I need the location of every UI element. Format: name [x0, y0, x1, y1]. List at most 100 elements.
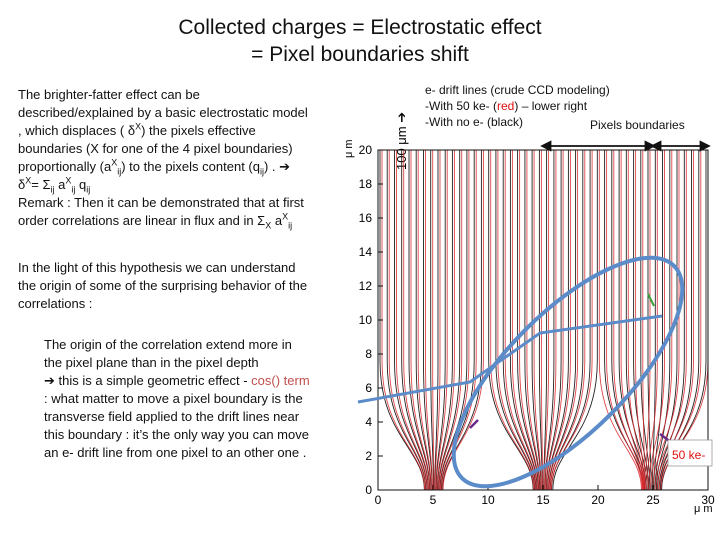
drift-line-black — [657, 150, 685, 491]
p1-line: proportionally (a — [18, 159, 112, 174]
highlight-ellipse — [451, 255, 685, 489]
drift-line-red — [660, 150, 709, 491]
plot-annotation: e- drift lines (crude CCD modeling) -Wit… — [425, 82, 610, 130]
x-tick-label: 0 — [375, 493, 382, 507]
drift-line-red — [437, 150, 455, 491]
p1-line: order correlations are linear in flux an… — [18, 213, 266, 228]
x-tick-label: 10 — [481, 493, 495, 507]
p1-sup: X — [135, 121, 142, 132]
p1-sub: ij — [86, 184, 91, 195]
p1-formula: δ — [18, 177, 26, 192]
drift-line-black — [661, 150, 707, 491]
drift-line-red — [627, 150, 645, 491]
drift-line-black — [654, 150, 671, 491]
x-tick-label: 30 — [701, 493, 715, 507]
p1-line: ) to the pixels content (q — [121, 159, 260, 174]
drift-line-red — [425, 150, 433, 491]
drift-line-black — [538, 150, 543, 491]
drift-line-red — [434, 150, 441, 491]
drift-line-red — [526, 150, 541, 491]
y-tick-label: 8 — [365, 347, 372, 361]
drift-line-red — [646, 150, 658, 491]
drift-line-red — [543, 150, 550, 491]
x-axis-ticks: 0 5 10 15 20 25 30 — [375, 485, 715, 507]
drift-line-red — [432, 150, 435, 491]
drift-line-red — [388, 150, 427, 491]
label-50ke: 50 ke- — [672, 448, 705, 462]
p1-formula: = Σ — [31, 177, 51, 192]
p3-line: : what matter to move a pixel boundary i… — [44, 391, 303, 406]
y-axis-unit: μ m — [343, 139, 355, 158]
p3-line: transverse field applied to the drift li… — [44, 409, 300, 424]
x-tick-label: 25 — [646, 493, 660, 507]
drift-line-red — [546, 150, 564, 491]
y-axis-ticks: 0 2 4 6 8 10 12 14 16 18 20 — [359, 143, 383, 497]
p1-sup: X — [25, 175, 32, 186]
y-tick-label: 6 — [365, 381, 372, 395]
p3-line: an e- drift line from one pixel to an ot… — [44, 445, 307, 460]
drift-line-red — [436, 150, 448, 491]
annotation-line: -With no e- (black) — [425, 115, 524, 129]
y-tick-label: 2 — [365, 449, 372, 463]
drift-line-red — [544, 150, 557, 491]
p1-sup: X — [65, 175, 72, 186]
drift-line-black — [552, 150, 598, 491]
drift-line-red — [410, 150, 431, 491]
drift-line-red — [441, 150, 477, 491]
drift-line-red — [642, 150, 646, 491]
y-tick-label: 18 — [359, 177, 373, 191]
paragraph-hypothesis: In the light of this hypothesis we can u… — [18, 259, 358, 313]
drift-line-black — [430, 150, 434, 491]
drift-line-red — [396, 150, 428, 491]
p3-line: The origin of the correlation extend mor… — [44, 337, 292, 352]
pixels-boundaries-label: Pixels boundaries — [590, 118, 685, 132]
drift-line-red — [403, 150, 430, 491]
drift-line-black — [379, 150, 425, 491]
p1-sub: X — [265, 220, 272, 231]
drift-line-red — [652, 150, 680, 491]
purple-arrow — [469, 419, 479, 429]
y-tick-label: 16 — [359, 211, 373, 225]
annotation-line: e- drift lines (crude CCD modeling) — [425, 83, 610, 97]
p1-line: ) the pixels effective — [141, 123, 256, 138]
p3-line: ➔ this is a simple geometric effect - — [44, 373, 252, 388]
annotation-line: -With 50 ke- ( — [425, 99, 498, 113]
drift-line-black — [495, 150, 535, 491]
drift-line-red — [533, 150, 542, 491]
drift-line-black — [386, 150, 427, 491]
drift-line-red — [547, 150, 571, 491]
drift-line-black — [502, 150, 537, 491]
drift-line-red — [381, 150, 426, 491]
slide-title-line2: = Pixel boundaries shift — [251, 43, 469, 66]
drift-line-black — [509, 150, 538, 491]
annotation-red-word: red — [497, 99, 515, 113]
drift-line-black — [655, 150, 678, 491]
drift-line-black — [394, 150, 428, 491]
drift-line-red — [511, 150, 538, 491]
drift-line-black — [434, 150, 439, 491]
p1-sub: ij — [259, 166, 264, 177]
p1-sub: ij — [71, 184, 76, 195]
drift-line-red — [519, 150, 540, 491]
drift-line-red — [550, 150, 593, 491]
x-axis-unit: μ m — [694, 503, 713, 515]
p1-sup: X — [111, 157, 118, 168]
drift-line-red — [417, 150, 432, 491]
drift-line-red — [620, 150, 644, 491]
p1-line: described/explained by a basic electrost… — [18, 105, 308, 120]
drift-line-black — [401, 150, 429, 491]
drift-line-red — [648, 150, 665, 491]
p1-sup: X — [282, 211, 289, 222]
drift-line-red — [504, 150, 537, 491]
p1-line: , which displaces ( δ — [18, 123, 136, 138]
y-tick-label: 20 — [359, 143, 373, 157]
p3-line: this boundary : it’s the only way you ca… — [44, 427, 309, 442]
drift-line-red — [613, 150, 644, 491]
drift-line-red — [598, 150, 642, 491]
paragraph-correlation-origin: The origin of the correlation extend mor… — [44, 336, 356, 462]
p1-line: The brighter-fatter effect can be — [18, 87, 200, 102]
p1-line: a — [271, 213, 283, 228]
x-tick-label: 15 — [536, 493, 550, 507]
drift-line-red — [656, 150, 694, 491]
